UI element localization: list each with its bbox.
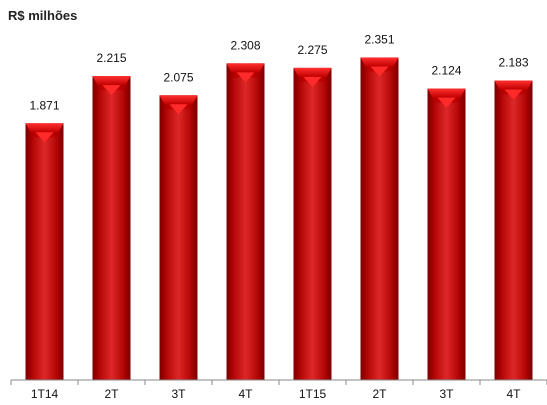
bar-shine xyxy=(29,137,60,380)
bar-shine xyxy=(230,77,261,380)
bar-arrow-accent xyxy=(102,85,121,96)
value-label: 2.308 xyxy=(230,38,260,52)
x-tick-label: 4T xyxy=(238,387,253,401)
bar-cap xyxy=(494,80,533,90)
bar xyxy=(226,63,265,380)
bar-arrow-accent xyxy=(504,89,523,100)
bar-cap xyxy=(427,88,466,98)
bar xyxy=(293,67,332,381)
bar xyxy=(92,76,131,381)
x-tick-label: 3T xyxy=(171,387,186,401)
bar-arrow-accent xyxy=(236,72,255,83)
x-tick-label: 2T xyxy=(104,387,119,401)
bar-shine xyxy=(364,71,395,380)
bar-arrow-accent xyxy=(35,132,54,143)
value-label: 2.075 xyxy=(163,70,193,84)
value-label: 2.183 xyxy=(498,55,528,69)
bar-arrow-accent xyxy=(303,76,322,87)
x-tick-label: 1T15 xyxy=(299,387,327,401)
value-label: 1.871 xyxy=(29,98,59,112)
bar-cap xyxy=(360,57,399,67)
bar-cap xyxy=(226,63,265,73)
value-label: 2.351 xyxy=(364,32,394,46)
bar-arrow-accent xyxy=(437,97,456,108)
bar-cap xyxy=(25,123,64,133)
x-tick-label: 3T xyxy=(439,387,454,401)
chart-title: R$ milhões xyxy=(8,8,77,23)
x-tick-label: 1T14 xyxy=(31,387,59,401)
bar xyxy=(159,95,198,380)
bar-cap xyxy=(92,76,131,86)
bar-shine xyxy=(96,90,127,381)
bar xyxy=(427,88,466,381)
bar-shine xyxy=(163,109,194,380)
x-ticks-group: 1T14 2T 3T 4T 1T15 2T 3T 4T xyxy=(10,380,547,401)
bar-shine xyxy=(498,94,529,380)
bars-group xyxy=(25,57,533,381)
x-tick-label: 2T xyxy=(372,387,387,401)
bar-shine xyxy=(431,102,462,381)
bar xyxy=(494,80,533,380)
bar-arrow-accent xyxy=(169,104,188,115)
bar xyxy=(25,123,64,380)
bar-shine xyxy=(297,81,328,381)
bar-cap xyxy=(159,95,198,105)
value-label: 2.124 xyxy=(431,64,461,78)
value-label: 2.215 xyxy=(96,51,126,65)
bar-cap xyxy=(293,67,332,77)
value-label: 2.275 xyxy=(297,43,327,57)
value-labels-group: 1.871 2.215 2.075 2.308 2.275 2.351 2.124 2.183 xyxy=(29,32,528,112)
x-tick-label: 4T xyxy=(506,387,521,401)
bar xyxy=(360,57,399,380)
bar-arrow-accent xyxy=(370,66,389,77)
